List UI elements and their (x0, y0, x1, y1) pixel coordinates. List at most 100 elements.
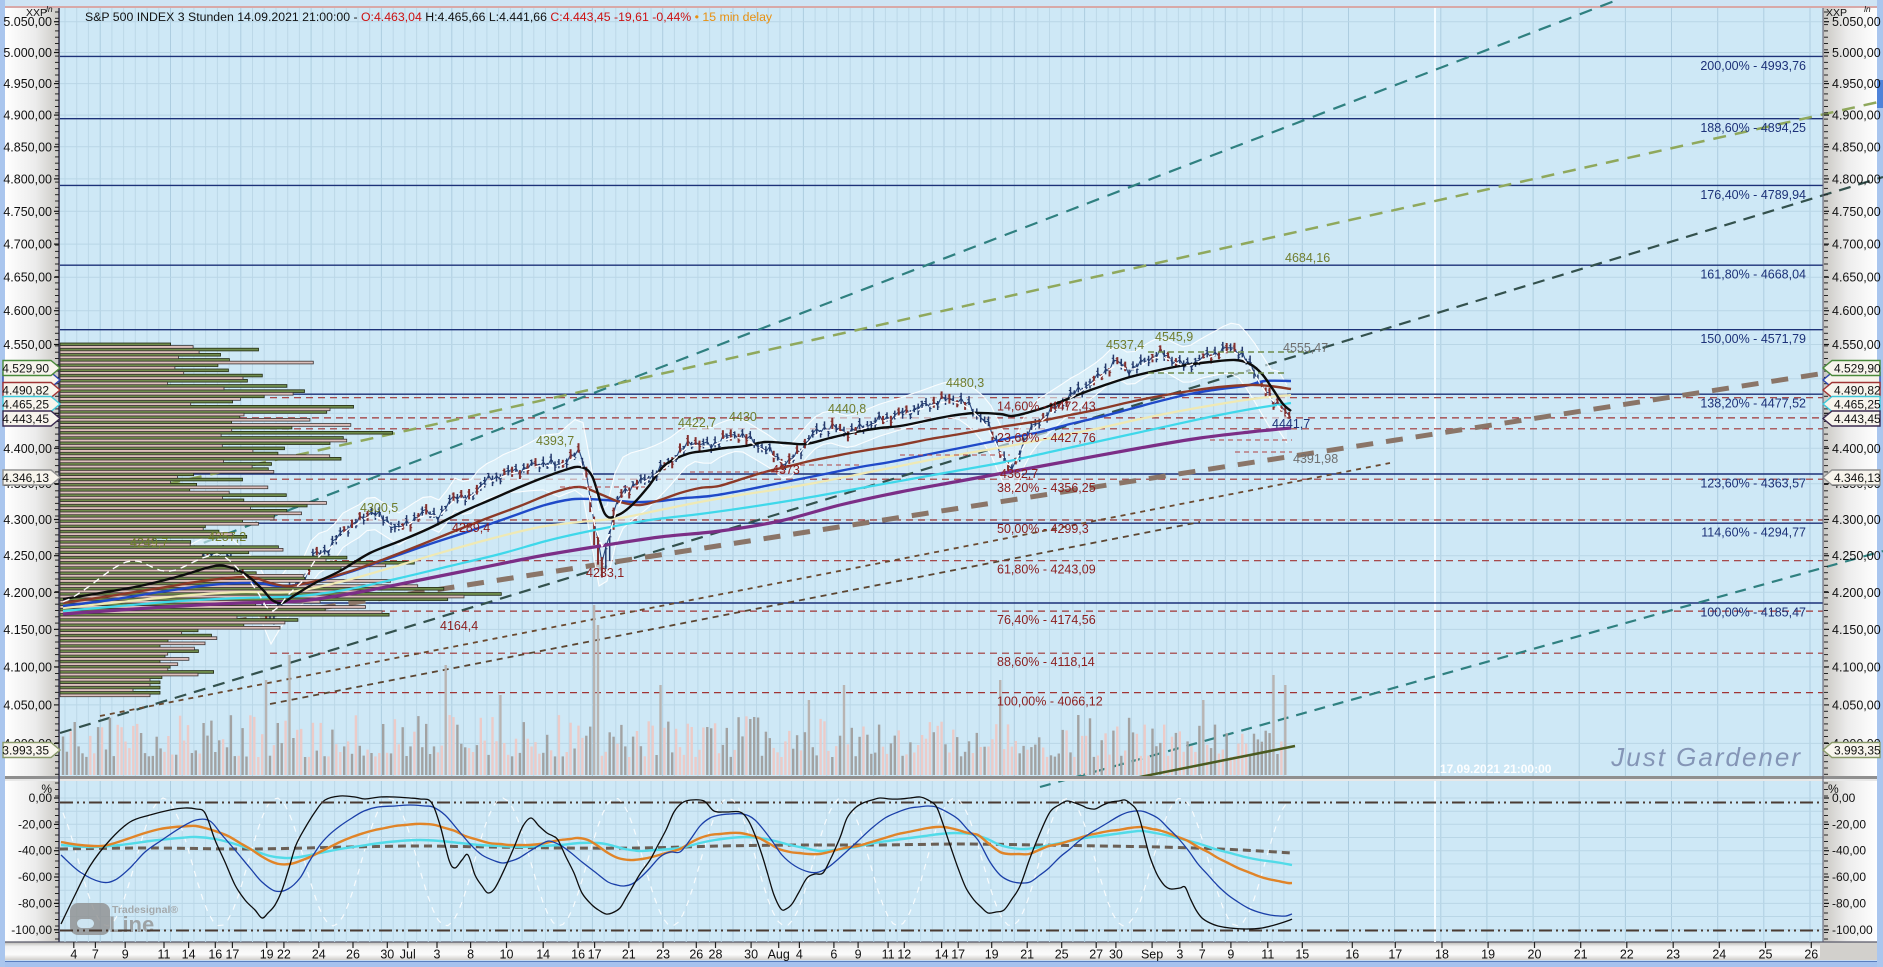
svg-text:4257,2: 4257,2 (208, 530, 246, 544)
svg-text:4.300,00: 4.300,00 (3, 513, 52, 527)
svg-text:17: 17 (225, 948, 239, 962)
svg-text:5.050,00: 5.050,00 (3, 15, 52, 29)
svg-text:19: 19 (1481, 948, 1495, 962)
svg-text:4362,7: 4362,7 (1000, 467, 1038, 481)
svg-text:17: 17 (588, 948, 602, 962)
svg-text:6: 6 (830, 948, 837, 962)
svg-text:0,00: 0,00 (29, 791, 53, 805)
svg-text:100,00% - 4185,47: 100,00% - 4185,47 (1700, 606, 1806, 620)
svg-text:4.050,00: 4.050,00 (3, 698, 52, 712)
svg-text:4.150,00: 4.150,00 (1832, 623, 1881, 637)
svg-text:4.900,00: 4.900,00 (3, 109, 52, 123)
svg-text:22: 22 (277, 948, 291, 962)
svg-text:24: 24 (1712, 948, 1726, 962)
svg-text:123,60% - 4363,57: 123,60% - 4363,57 (1700, 477, 1806, 491)
svg-text:4.300,00: 4.300,00 (1832, 513, 1881, 527)
svg-text:4.550,00: 4.550,00 (1832, 338, 1881, 352)
svg-text:26: 26 (346, 948, 360, 962)
svg-text:4555,47: 4555,47 (1283, 341, 1328, 355)
svg-text:4.700,00: 4.700,00 (1832, 238, 1881, 252)
svg-text:XXP: XXP (26, 7, 47, 19)
svg-text:4.850,00: 4.850,00 (1832, 140, 1881, 154)
svg-text:-80,00: -80,00 (1832, 896, 1866, 910)
svg-text:9: 9 (855, 948, 862, 962)
svg-text:4.650,00: 4.650,00 (1832, 271, 1881, 285)
svg-text:27: 27 (1089, 948, 1103, 962)
svg-text:-100,00: -100,00 (1832, 923, 1873, 937)
svg-text:5.050,00: 5.050,00 (1832, 15, 1881, 29)
svg-text:%: % (41, 782, 52, 796)
svg-text:17: 17 (951, 948, 965, 962)
svg-text:7: 7 (1199, 948, 1206, 962)
svg-text:4.443,45: 4.443,45 (1834, 412, 1881, 426)
svg-text:30: 30 (1109, 948, 1123, 962)
svg-text:30: 30 (380, 948, 394, 962)
svg-text:9: 9 (122, 948, 129, 962)
svg-text:4.800,00: 4.800,00 (1832, 172, 1881, 186)
svg-text:-60,00: -60,00 (1832, 870, 1866, 884)
svg-text:188,60% - 4894,25: 188,60% - 4894,25 (1700, 121, 1806, 135)
svg-text:50,00% - 4299,3: 50,00% - 4299,3 (997, 522, 1089, 536)
svg-text:5.000,00: 5.000,00 (3, 46, 52, 60)
svg-text:Jul: Jul (400, 948, 416, 962)
svg-text:4300,5: 4300,5 (360, 501, 398, 515)
svg-text:200,00% - 4993,76: 200,00% - 4993,76 (1700, 59, 1806, 73)
svg-text:-20,00: -20,00 (1832, 817, 1866, 831)
svg-text:4.600,00: 4.600,00 (1832, 304, 1881, 318)
svg-text:25: 25 (1759, 948, 1773, 962)
svg-text:24: 24 (312, 948, 326, 962)
svg-text:21: 21 (1574, 948, 1588, 962)
svg-text:15: 15 (1295, 948, 1309, 962)
svg-text:4249,7: 4249,7 (130, 536, 168, 550)
svg-text:16: 16 (208, 948, 222, 962)
svg-text:4289,4: 4289,4 (452, 521, 490, 535)
svg-text:4440,8: 4440,8 (828, 402, 866, 416)
svg-text:4.750,00: 4.750,00 (3, 205, 52, 219)
svg-text:17: 17 (1388, 948, 1402, 962)
svg-text:4.850,00: 4.850,00 (3, 140, 52, 154)
svg-text:4373: 4373 (772, 463, 800, 477)
svg-text:3.993,35: 3.993,35 (1834, 743, 1881, 757)
svg-text:14,60% - 4472,43: 14,60% - 4472,43 (997, 400, 1096, 414)
svg-text:28: 28 (709, 948, 723, 962)
svg-text:161,80% - 4668,04: 161,80% - 4668,04 (1700, 268, 1806, 282)
svg-text:11: 11 (882, 948, 895, 962)
svg-text:22: 22 (1620, 948, 1634, 962)
svg-text:19: 19 (260, 948, 274, 962)
svg-text:4.050,00: 4.050,00 (1832, 698, 1881, 712)
svg-text:-60,00: -60,00 (18, 870, 52, 884)
svg-text:Line: Line (109, 912, 154, 937)
svg-text:19: 19 (985, 948, 999, 962)
svg-text:21: 21 (1020, 948, 1034, 962)
svg-text:4.100,00: 4.100,00 (1832, 660, 1881, 674)
svg-text:4.346,13: 4.346,13 (2, 471, 49, 485)
svg-text:176,40% - 4789,94: 176,40% - 4789,94 (1700, 188, 1806, 202)
svg-text:4.465,25: 4.465,25 (2, 397, 49, 411)
svg-text:4.700,00: 4.700,00 (3, 238, 52, 252)
svg-text:4422,7: 4422,7 (678, 416, 716, 430)
svg-text:16: 16 (1345, 948, 1359, 962)
svg-text:3: 3 (434, 948, 441, 962)
svg-text:%: % (1828, 782, 1839, 796)
svg-text:4441,7: 4441,7 (1272, 417, 1310, 431)
svg-text:9: 9 (1227, 948, 1234, 962)
svg-text:10: 10 (500, 948, 514, 962)
svg-text:Tradesignal®: Tradesignal® (112, 904, 178, 916)
svg-text:4.800,00: 4.800,00 (3, 172, 52, 186)
svg-text:-40,00: -40,00 (18, 844, 52, 858)
svg-text:4.200,00: 4.200,00 (1832, 586, 1881, 600)
svg-text:11: 11 (1261, 948, 1274, 962)
svg-text:ln: ln (1864, 4, 1871, 14)
svg-text:4.490,82: 4.490,82 (2, 383, 49, 397)
svg-text:26: 26 (689, 948, 703, 962)
svg-text:4.443,45: 4.443,45 (2, 412, 49, 426)
svg-text:4.650,00: 4.650,00 (3, 271, 52, 285)
svg-text:17.09.2021 21:00:00: 17.09.2021 21:00:00 (1440, 762, 1552, 776)
svg-text:5.000,00: 5.000,00 (1832, 46, 1881, 60)
svg-text:14: 14 (536, 948, 550, 962)
svg-text:25: 25 (1055, 948, 1069, 962)
svg-text:XXP: XXP (1826, 7, 1847, 19)
svg-text:4.200,00: 4.200,00 (3, 586, 52, 600)
svg-text:-20,00: -20,00 (18, 817, 52, 831)
svg-text:4.600,00: 4.600,00 (3, 304, 52, 318)
